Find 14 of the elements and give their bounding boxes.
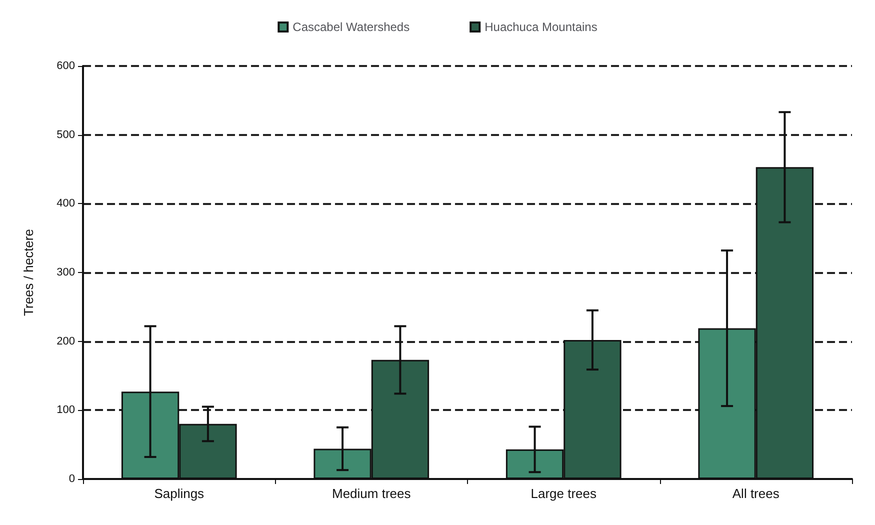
x-tick-label: Large trees	[530, 486, 598, 501]
x-tick-label: All trees	[732, 486, 780, 501]
legend-label: Huachuca Mountains	[484, 20, 598, 34]
x-tick-label: Saplings	[154, 486, 205, 501]
y-tick-label: 500	[56, 128, 75, 141]
y-tick-label: 300	[56, 266, 75, 278]
y-tick-label: 0	[68, 473, 75, 485]
y-tick-label: 200	[56, 335, 75, 348]
y-tick-label: 600	[56, 60, 75, 72]
y-tick-label: 100	[56, 404, 75, 416]
x-tick-label: Medium trees	[332, 486, 412, 501]
legend-label: Cascabel Watersheds	[292, 20, 410, 34]
y-tick-label: 400	[56, 198, 75, 210]
y-axis-title: Trees / hectere	[21, 229, 36, 316]
